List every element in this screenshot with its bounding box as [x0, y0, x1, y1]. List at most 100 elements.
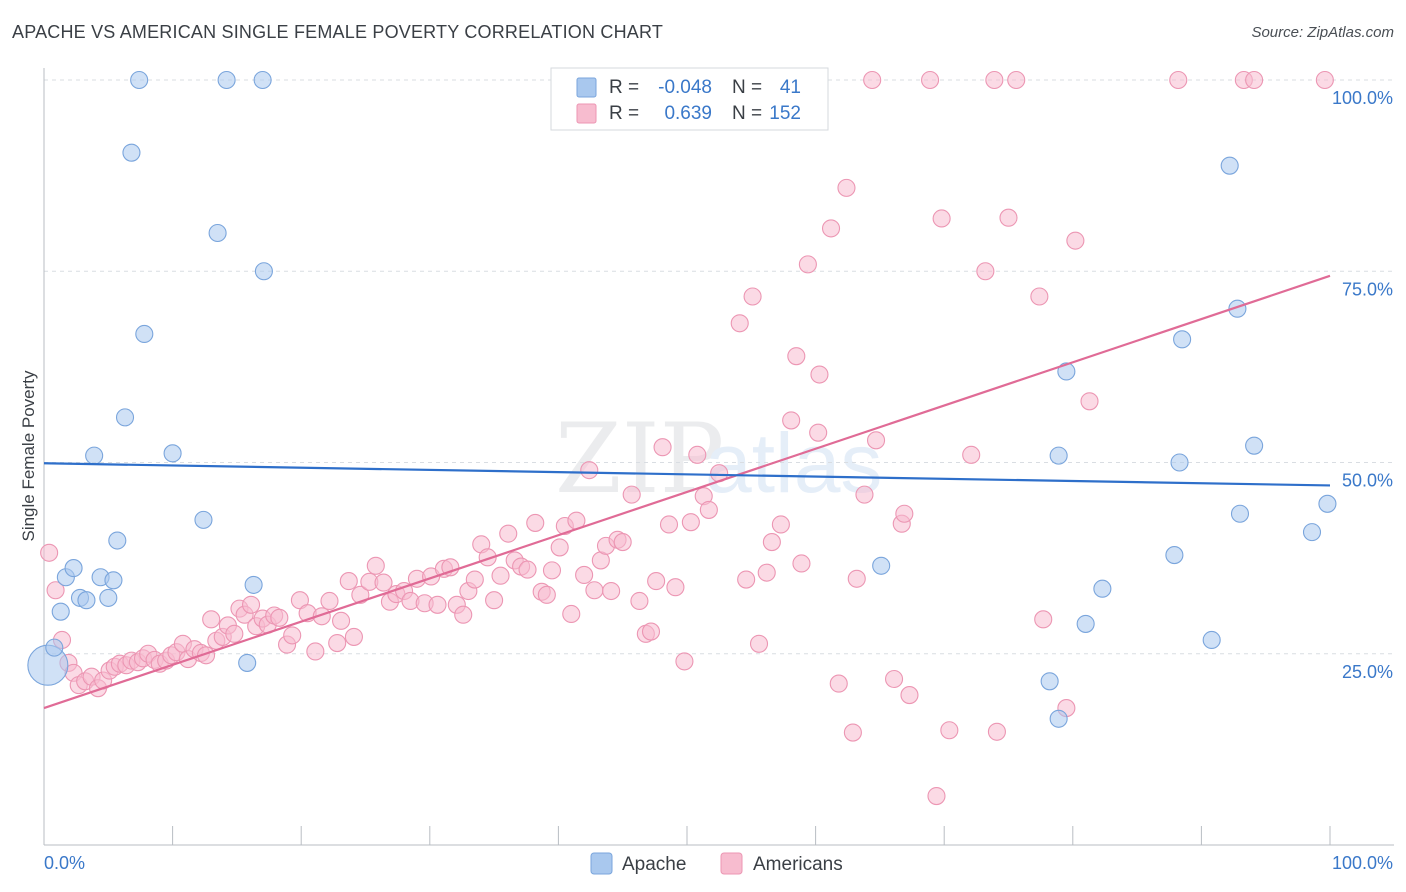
americans-point — [798, 255, 817, 274]
americans-point — [526, 513, 545, 532]
apache-point — [45, 638, 64, 657]
americans-point — [46, 581, 65, 600]
americans-point — [749, 634, 769, 653]
apache-point — [254, 262, 273, 281]
americans-point — [987, 722, 1006, 741]
apache-point — [85, 446, 104, 465]
apache-point — [217, 70, 236, 90]
apache-point — [64, 559, 83, 578]
americans-point — [344, 627, 363, 646]
x-tick-label-max: 100.0% — [1332, 853, 1393, 873]
americans-point — [999, 208, 1018, 227]
americans-point — [809, 423, 828, 442]
americans-point — [306, 642, 325, 661]
apache-point — [253, 70, 272, 90]
stats-legend-box — [550, 67, 829, 131]
americans-point — [537, 585, 556, 604]
americans-point — [320, 591, 339, 611]
americans-point — [985, 70, 1004, 90]
apache-point — [1245, 436, 1264, 455]
y-tick-label-75: 75.0% — [1342, 279, 1393, 299]
americans-point — [666, 578, 685, 597]
americans-point — [976, 262, 995, 281]
americans-r-label: R = — [609, 103, 639, 124]
americans-point — [900, 686, 919, 705]
americans-point — [585, 581, 604, 600]
americans-legend-swatch — [576, 103, 597, 124]
apache-point — [872, 556, 891, 575]
x-axis-ticks — [172, 826, 1331, 845]
americans-point — [771, 515, 790, 534]
apache-point — [1318, 494, 1337, 513]
americans-point — [921, 70, 940, 90]
americans-point — [762, 533, 781, 552]
americans-point — [829, 674, 848, 693]
americans-point — [328, 633, 347, 653]
americans-point — [441, 558, 460, 577]
americans-point — [821, 219, 841, 238]
americans-point — [454, 605, 473, 624]
americans-points — [40, 70, 1334, 806]
americans-point — [927, 786, 946, 806]
apache-point — [1049, 709, 1068, 728]
x-tick-label-min: 0.0% — [44, 853, 85, 873]
apache-r-label: R = — [609, 77, 639, 98]
apache-point — [115, 408, 135, 427]
americans-point — [932, 209, 951, 228]
americans-point — [1245, 70, 1264, 90]
legend-americans-label: Americans — [753, 854, 843, 875]
y-tick-label-100: 100.0% — [1332, 88, 1393, 108]
apache-point — [1040, 672, 1059, 691]
americans-point — [374, 573, 393, 592]
americans-point — [202, 610, 221, 629]
americans-point — [478, 548, 497, 567]
americans-n-label: N = — [732, 103, 762, 124]
apache-point — [104, 571, 123, 590]
apache-point — [163, 444, 182, 463]
apache-point — [130, 70, 149, 90]
americans-point — [518, 560, 537, 579]
americans-point — [737, 570, 756, 589]
apache-point — [1076, 614, 1095, 633]
americans-point — [884, 669, 904, 689]
apache-point — [1170, 453, 1189, 472]
americans-point — [542, 561, 562, 580]
apache-point — [238, 653, 257, 672]
americans-point — [339, 572, 358, 591]
americans-point — [491, 566, 510, 585]
americans-point — [613, 533, 632, 552]
apache-point — [244, 575, 263, 594]
americans-point — [866, 431, 886, 450]
americans-point — [895, 504, 914, 523]
americans-point — [630, 591, 649, 611]
americans-point — [499, 524, 518, 543]
apache-trend-line — [43, 462, 1331, 487]
apache-point — [99, 588, 118, 607]
americans-point — [1066, 231, 1085, 250]
apache-point — [1165, 546, 1184, 565]
americans-point — [312, 607, 331, 626]
americans-trend-line — [43, 274, 1331, 710]
apache-point — [135, 324, 154, 344]
gridlines — [44, 79, 1394, 655]
apache-point — [1173, 330, 1192, 349]
americans-point — [366, 556, 385, 575]
chart-title: APACHE VS AMERICAN SINGLE FEMALE POVERTY… — [12, 22, 664, 42]
americans-point — [782, 411, 801, 430]
americans-point — [1034, 610, 1053, 629]
apache-point — [122, 143, 141, 162]
legend-americans-swatch — [720, 852, 743, 875]
americans-point — [465, 570, 484, 589]
apache-point — [1093, 579, 1112, 598]
americans-point — [332, 611, 351, 630]
americans-point — [659, 515, 679, 534]
y-tick-labels: 25.0% 50.0% 75.0% 100.0% — [1332, 88, 1393, 682]
americans-point — [241, 595, 261, 614]
americans-point — [550, 538, 569, 557]
americans-point — [562, 604, 581, 624]
americans-point — [485, 591, 504, 610]
legend-apache-swatch — [590, 852, 613, 875]
americans-point — [787, 347, 806, 366]
apache-n-label: N = — [732, 77, 762, 98]
